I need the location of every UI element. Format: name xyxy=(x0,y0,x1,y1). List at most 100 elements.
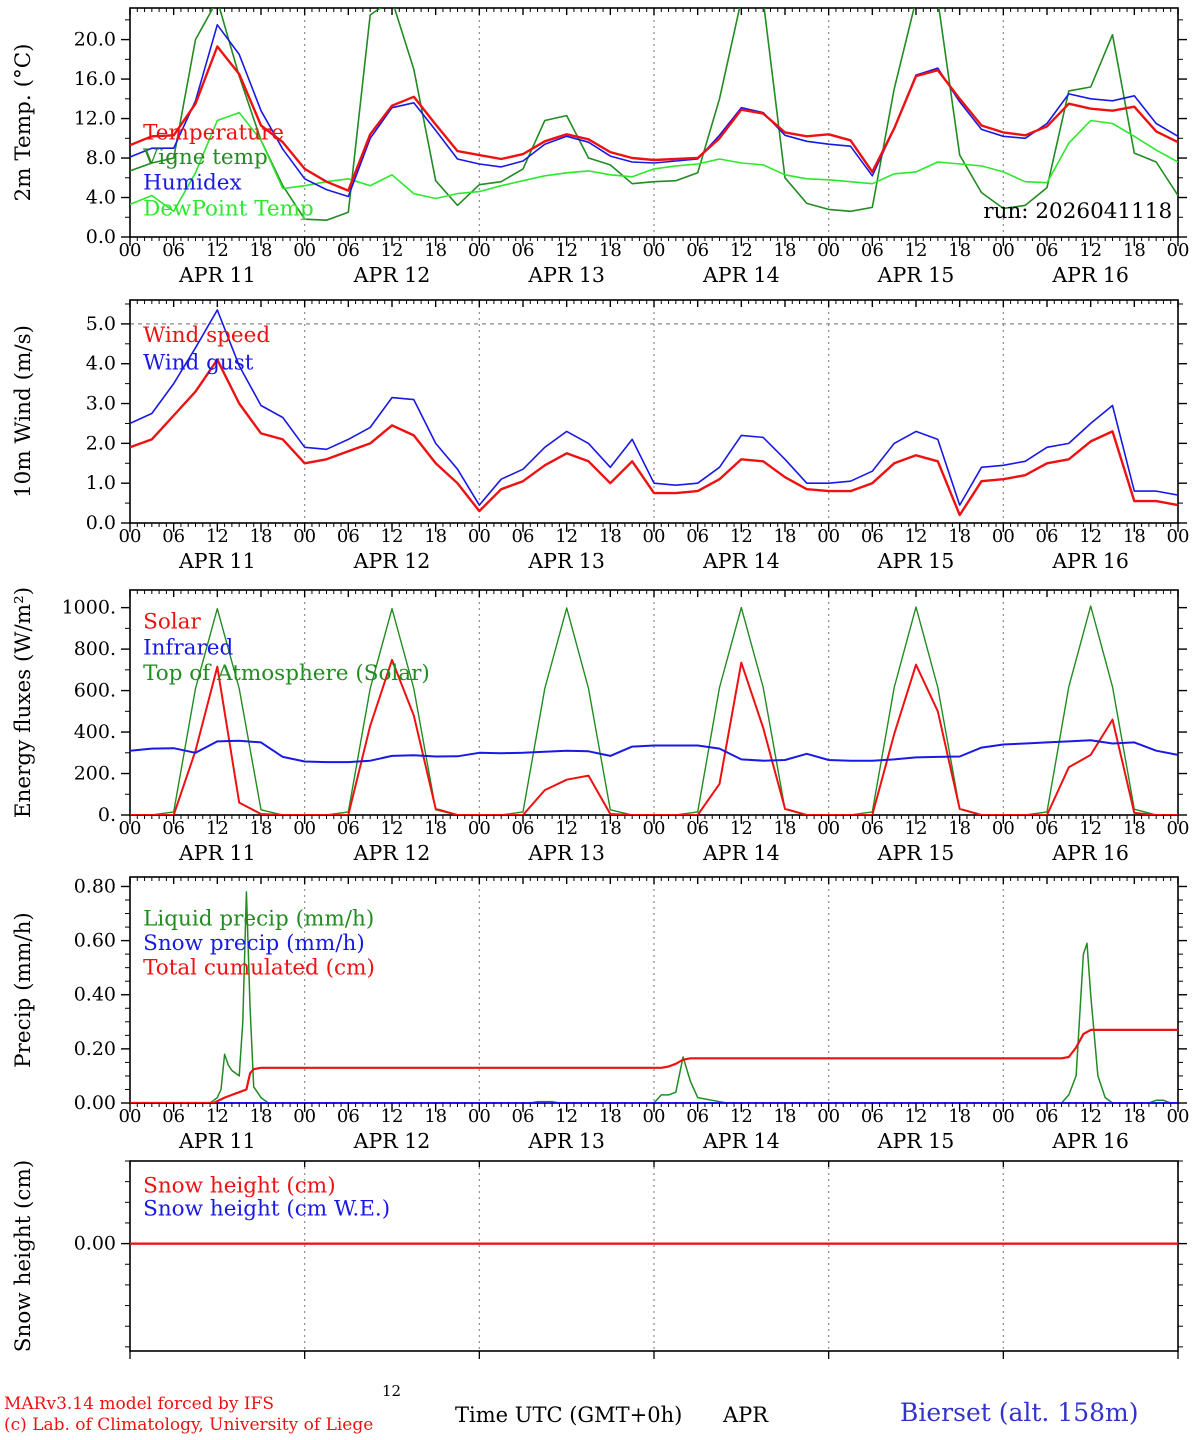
svg-text:Precip (mm/h): Precip (mm/h) xyxy=(11,912,36,1068)
svg-text:06: 06 xyxy=(1036,818,1059,839)
series-total-cumulated xyxy=(130,1028,1178,1103)
svg-text:18: 18 xyxy=(599,1106,622,1127)
svg-text:APR 15: APR 15 xyxy=(877,841,955,865)
svg-text:Energy fluxes (W/m²): Energy fluxes (W/m²) xyxy=(11,587,36,818)
svg-text:06: 06 xyxy=(162,526,185,547)
panel-wind: 00 06 12 18 00 06 12 18 00 06 12 18 00 06 12 18 00 06 12 18… xyxy=(0,292,1194,580)
legend-snow-height-cm-w-e-: Snow height (cm W.E.) xyxy=(143,1197,390,1222)
series-liquid-precip xyxy=(130,891,1178,1103)
svg-text:3.0: 3.0 xyxy=(86,393,116,415)
stray-tick-label: 12 xyxy=(382,1382,402,1400)
legend-dewpoint-temp: DewPoint Temp xyxy=(143,196,314,221)
svg-text:06: 06 xyxy=(337,240,360,261)
svg-text:00: 00 xyxy=(293,1106,316,1127)
svg-text:12: 12 xyxy=(730,1106,753,1127)
svg-text:800.: 800. xyxy=(74,638,116,660)
svg-text:APR 16: APR 16 xyxy=(1051,841,1129,865)
svg-text:00: 00 xyxy=(643,818,666,839)
svg-text:APR 13: APR 13 xyxy=(527,263,605,287)
svg-text:0.: 0. xyxy=(98,804,116,826)
svg-text:APR 13: APR 13 xyxy=(527,841,605,865)
svg-text:18: 18 xyxy=(1123,240,1146,261)
svg-text:06: 06 xyxy=(162,818,185,839)
svg-text:Snow height (cm): Snow height (cm) xyxy=(11,1160,36,1353)
svg-text:06: 06 xyxy=(512,818,535,839)
svg-text:12: 12 xyxy=(206,240,229,261)
svg-text:18: 18 xyxy=(948,240,971,261)
svg-text:0.20: 0.20 xyxy=(74,1038,116,1060)
svg-text:18: 18 xyxy=(1123,818,1146,839)
chart-svg-1: 00 06 12 18 00 06 12 18 00 06 12 18 00 06 12 18 00 06 12 18… xyxy=(11,299,1189,573)
legend-wind-speed: Wind speed xyxy=(143,323,270,348)
panel-snow-height: 0.00 Snow height (cm) Snow height (cm) Snow… xyxy=(0,1155,1194,1380)
legend-snow-precip-mm-h-: Snow precip (mm/h) xyxy=(143,931,365,956)
svg-text:APR 16: APR 16 xyxy=(1051,263,1129,287)
svg-text:06: 06 xyxy=(1036,240,1059,261)
series-wind-gust xyxy=(130,309,1178,506)
svg-text:12: 12 xyxy=(1079,526,1102,547)
svg-text:18: 18 xyxy=(424,526,447,547)
panel-precip: 00 06 12 18 00 06 12 18 00 06 12 18 00 06 12 18 00 06 12 18… xyxy=(0,870,1194,1155)
svg-text:APR 13: APR 13 xyxy=(527,1129,605,1153)
svg-text:00: 00 xyxy=(119,526,142,547)
panel-energy-fluxes: 00 06 12 18 00 06 12 18 00 06 12 18 00 06 12 18 00 06 12 18… xyxy=(0,580,1194,870)
svg-text:18: 18 xyxy=(774,240,797,261)
svg-text:00: 00 xyxy=(468,818,491,839)
svg-text:12: 12 xyxy=(905,240,928,261)
model-credit-line1: MARv3.14 model forced by IFS xyxy=(4,1394,275,1414)
svg-text:12: 12 xyxy=(730,818,753,839)
svg-text:00: 00 xyxy=(643,1106,666,1127)
svg-text:1000.: 1000. xyxy=(62,597,116,619)
svg-text:APR 12: APR 12 xyxy=(353,1129,431,1153)
svg-text:18: 18 xyxy=(250,818,273,839)
svg-text:12: 12 xyxy=(555,526,578,547)
svg-text:06: 06 xyxy=(1036,1106,1059,1127)
svg-text:00: 00 xyxy=(992,526,1015,547)
svg-text:12: 12 xyxy=(1079,818,1102,839)
svg-text:12: 12 xyxy=(381,240,404,261)
svg-text:06: 06 xyxy=(861,1106,884,1127)
svg-text:00: 00 xyxy=(817,240,840,261)
svg-text:APR 12: APR 12 xyxy=(353,549,431,573)
svg-text:12: 12 xyxy=(381,1106,404,1127)
svg-text:12: 12 xyxy=(730,526,753,547)
svg-text:00: 00 xyxy=(468,1106,491,1127)
time-axis-label: Time UTC (GMT+0h) xyxy=(455,1403,683,1427)
svg-text:06: 06 xyxy=(686,818,709,839)
svg-text:00: 00 xyxy=(119,1106,142,1127)
svg-text:8.0: 8.0 xyxy=(86,147,116,169)
svg-text:12: 12 xyxy=(206,1106,229,1127)
svg-text:2.0: 2.0 xyxy=(86,432,116,454)
svg-text:12: 12 xyxy=(381,526,404,547)
svg-text:0.80: 0.80 xyxy=(74,875,116,897)
svg-text:18: 18 xyxy=(948,1106,971,1127)
svg-text:APR 14: APR 14 xyxy=(702,841,780,865)
svg-text:06: 06 xyxy=(337,526,360,547)
svg-text:12: 12 xyxy=(206,818,229,839)
svg-text:00: 00 xyxy=(1167,240,1190,261)
svg-text:600.: 600. xyxy=(74,680,116,702)
svg-text:APR 15: APR 15 xyxy=(877,549,955,573)
svg-text:APR 12: APR 12 xyxy=(353,841,431,865)
svg-text:06: 06 xyxy=(686,240,709,261)
svg-text:06: 06 xyxy=(861,240,884,261)
svg-text:18: 18 xyxy=(599,526,622,547)
svg-text:18: 18 xyxy=(1123,526,1146,547)
svg-text:12: 12 xyxy=(555,818,578,839)
svg-text:0.00: 0.00 xyxy=(74,1092,116,1114)
svg-text:00: 00 xyxy=(1167,1106,1190,1127)
svg-text:18: 18 xyxy=(424,1106,447,1127)
series-vigne-temp xyxy=(130,8,1178,221)
svg-text:10m Wind (m/s): 10m Wind (m/s) xyxy=(11,325,36,498)
svg-text:16.0: 16.0 xyxy=(74,68,116,90)
svg-text:00: 00 xyxy=(119,240,142,261)
svg-text:12: 12 xyxy=(1079,1106,1102,1127)
svg-text:APR 14: APR 14 xyxy=(702,1129,780,1153)
legend-infrared: Infrared xyxy=(143,635,233,660)
svg-text:18: 18 xyxy=(424,818,447,839)
svg-text:18: 18 xyxy=(599,818,622,839)
svg-text:00: 00 xyxy=(992,818,1015,839)
svg-text:00: 00 xyxy=(817,1106,840,1127)
svg-text:12: 12 xyxy=(1079,240,1102,261)
